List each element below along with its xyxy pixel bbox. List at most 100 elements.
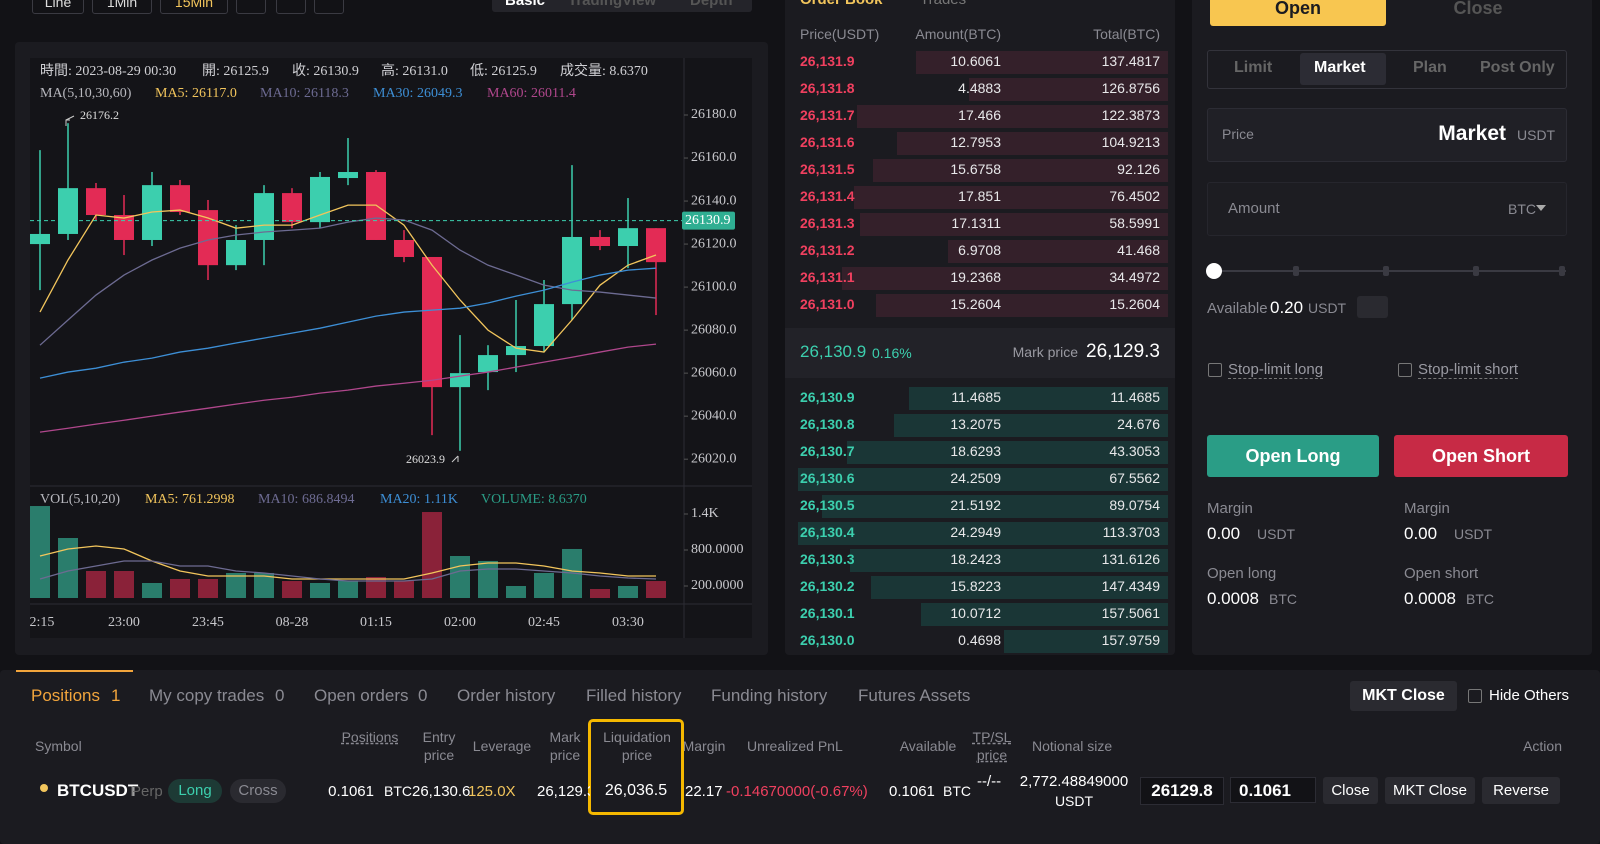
ob-price[interactable]: 26,131.2 <box>800 242 855 258</box>
position-tab[interactable]: Positions <box>31 686 100 705</box>
price-box[interactable] <box>1207 108 1567 162</box>
checkbox[interactable] <box>1468 689 1482 703</box>
candle-body <box>590 236 610 247</box>
slider-knob[interactable] <box>1206 263 1222 279</box>
ob-price[interactable]: 26,131.5 <box>800 161 855 177</box>
checkbox[interactable] <box>1398 363 1412 377</box>
ob-price[interactable]: 26,130.4 <box>800 524 855 540</box>
ob-total: 104.9213 <box>1101 134 1160 150</box>
size-unit: BTC <box>384 783 412 799</box>
view-tab[interactable]: Depth <box>690 0 733 9</box>
mkt-close-all[interactable]: MKT Close <box>1350 681 1457 711</box>
checkbox[interactable] <box>1208 363 1222 377</box>
ob-total: 113.3703 <box>1102 524 1160 540</box>
ob-amount: 13.2075 <box>950 416 1001 432</box>
ob-price[interactable]: 26,131.8 <box>800 80 855 96</box>
ob-price[interactable]: 26,131.1 <box>800 269 855 285</box>
ob-price[interactable]: 26,131.7 <box>800 107 855 123</box>
ob-price[interactable]: 26,131.9 <box>800 53 855 69</box>
mode-open[interactable]: Open <box>1210 0 1386 26</box>
ob-price[interactable]: 26,130.7 <box>800 443 855 459</box>
volume-bar <box>86 571 106 598</box>
ohlc-legend: 開: 26125.9 <box>202 64 269 79</box>
order-type[interactable]: Limit <box>1234 59 1273 76</box>
view-tab[interactable]: Basic <box>505 0 546 9</box>
position-tab[interactable]: My copy trades <box>149 686 265 705</box>
close-price-input[interactable]: 26129.8 <box>1140 777 1224 805</box>
ohlc-legend: 高: 26131.0 <box>381 62 448 79</box>
open-short[interactable]: Open Short <box>1394 435 1568 477</box>
ob-price[interactable]: 26,130.3 <box>800 551 855 567</box>
tpsl[interactable]: --/-- <box>977 773 1002 790</box>
candle-body <box>366 172 386 240</box>
ob-price[interactable]: 26,131.3 <box>800 215 855 231</box>
column-header[interactable]: Positions <box>341 729 399 745</box>
checkbox-label[interactable]: Stop-limit short <box>1418 361 1519 379</box>
pnl: -0.14670000(-0.67%) <box>726 783 868 800</box>
position-tab[interactable]: Open orders <box>314 686 409 705</box>
interval-button[interactable]: Line <box>32 0 84 14</box>
ob-price[interactable]: 26,131.4 <box>800 188 855 204</box>
amount-box[interactable] <box>1207 182 1567 236</box>
ob-price[interactable]: 26,130.1 <box>800 605 855 621</box>
orderbook-tab[interactable]: Order Book <box>800 0 883 8</box>
position-tab[interactable]: Order history <box>457 686 556 705</box>
action-button[interactable]: MKT Close <box>1385 777 1475 804</box>
low-arrow <box>451 455 459 463</box>
ob-price[interactable]: 26,130.0 <box>800 632 855 648</box>
symbol[interactable]: BTCUSDT <box>57 781 139 800</box>
ob-total: 58.5991 <box>1109 215 1160 231</box>
tool-icon[interactable] <box>236 0 266 14</box>
x-tick-label: 02:45 <box>528 615 560 630</box>
ob-price[interactable]: 26,130.9 <box>800 389 855 405</box>
candle-body <box>58 188 78 234</box>
order-type[interactable]: Plan <box>1413 59 1447 76</box>
candle-body <box>394 239 414 257</box>
stat-value: 0.0008 <box>1404 589 1456 608</box>
tool-icon[interactable] <box>314 0 344 14</box>
ob-amount: 15.8223 <box>950 578 1001 594</box>
action-button[interactable]: Close <box>1323 777 1378 804</box>
dropdown-arrow <box>1536 205 1546 211</box>
interval-button[interactable]: 1Min <box>92 0 152 14</box>
hide-others: Hide Others <box>1489 687 1570 704</box>
volume-bar <box>282 581 302 598</box>
column-header[interactable]: Unrealized PnL <box>747 738 843 754</box>
chart: 26180.0 26160.0 26140.0 26120.0 26100.0 26080… <box>30 58 752 638</box>
view-tab[interactable]: TradingView <box>568 0 657 9</box>
action-button[interactable]: Reverse <box>1482 777 1560 804</box>
volume-bar <box>534 572 554 598</box>
ob-price[interactable]: 26,130.8 <box>800 416 855 432</box>
ohlc-legend: 時間: 2023-08-29 00:30 <box>40 63 176 79</box>
close-amount-input[interactable]: 0.1061 <box>1230 777 1316 803</box>
ob-price[interactable]: 26,130.6 <box>800 470 855 486</box>
interval-button[interactable]: 15Min <box>160 0 228 14</box>
column-header[interactable]: Symbol <box>35 738 82 754</box>
order-type[interactable]: Market <box>1314 59 1366 76</box>
open-long[interactable]: Open Long <box>1207 435 1379 477</box>
tool-icon[interactable] <box>276 0 306 14</box>
slider-dot <box>1293 266 1299 276</box>
order-type[interactable]: Post Only <box>1480 59 1555 76</box>
volume-bar <box>422 512 442 598</box>
stat-label: Open long <box>1207 565 1277 582</box>
stat-unit: USDT <box>1257 526 1296 542</box>
vol-legend: VOLUME: 8.6370 <box>481 492 587 507</box>
ob-amount: 6.9708 <box>958 242 1001 258</box>
ob-price[interactable]: 26,130.2 <box>800 578 855 594</box>
mode-close[interactable]: Close <box>1453 0 1503 18</box>
orderbook-tab[interactable]: Trades <box>920 0 966 8</box>
position-tab[interactable]: Filled history <box>586 686 682 705</box>
ob-price[interactable]: 26,131.0 <box>800 296 855 312</box>
ob-change: 0.16% <box>872 345 912 361</box>
volume-bar <box>646 581 666 598</box>
price-unit: USDT <box>1517 127 1556 143</box>
ob-price[interactable]: 26,130.5 <box>800 497 855 513</box>
position-tab[interactable]: Futures Assets <box>858 686 971 705</box>
depth-bar <box>969 78 1168 101</box>
swap-button[interactable] <box>1357 296 1388 318</box>
position-tab[interactable]: Funding history <box>711 686 828 705</box>
depth-bar <box>893 414 1168 437</box>
ob-price[interactable]: 26,131.6 <box>800 134 855 150</box>
checkbox-label[interactable]: Stop-limit long <box>1228 361 1324 379</box>
